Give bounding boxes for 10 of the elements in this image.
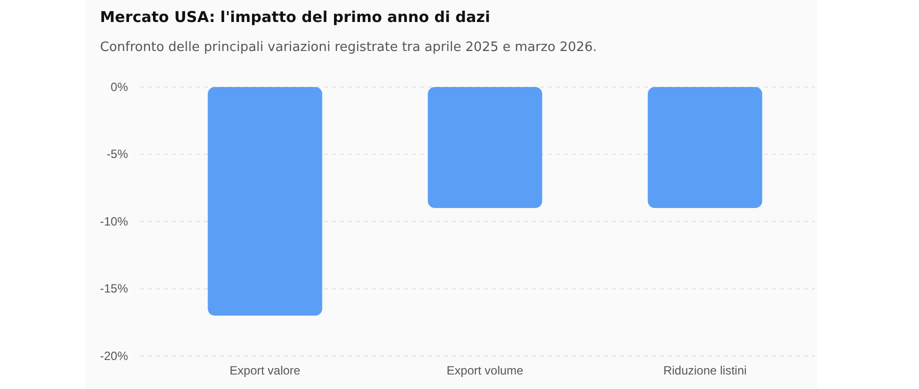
y-tick-label: -5% <box>106 147 128 162</box>
chart-subtitle: Confronto delle principali variazioni registrate tra aprile 2025 e marzo 2026. <box>100 40 597 55</box>
y-tick-label: 0% <box>110 80 128 94</box>
y-tick-label: -20% <box>100 348 128 363</box>
y-tick-label: -15% <box>100 282 128 296</box>
y-tick-label: -10% <box>100 214 128 228</box>
x-tick-label: Export volume <box>446 364 524 378</box>
x-tick-label: Riduzione listini <box>663 364 747 378</box>
x-tick-label: Export valore <box>230 364 301 378</box>
chart-title: Mercato USA: l'impatto del primo anno di dazi <box>100 8 490 26</box>
